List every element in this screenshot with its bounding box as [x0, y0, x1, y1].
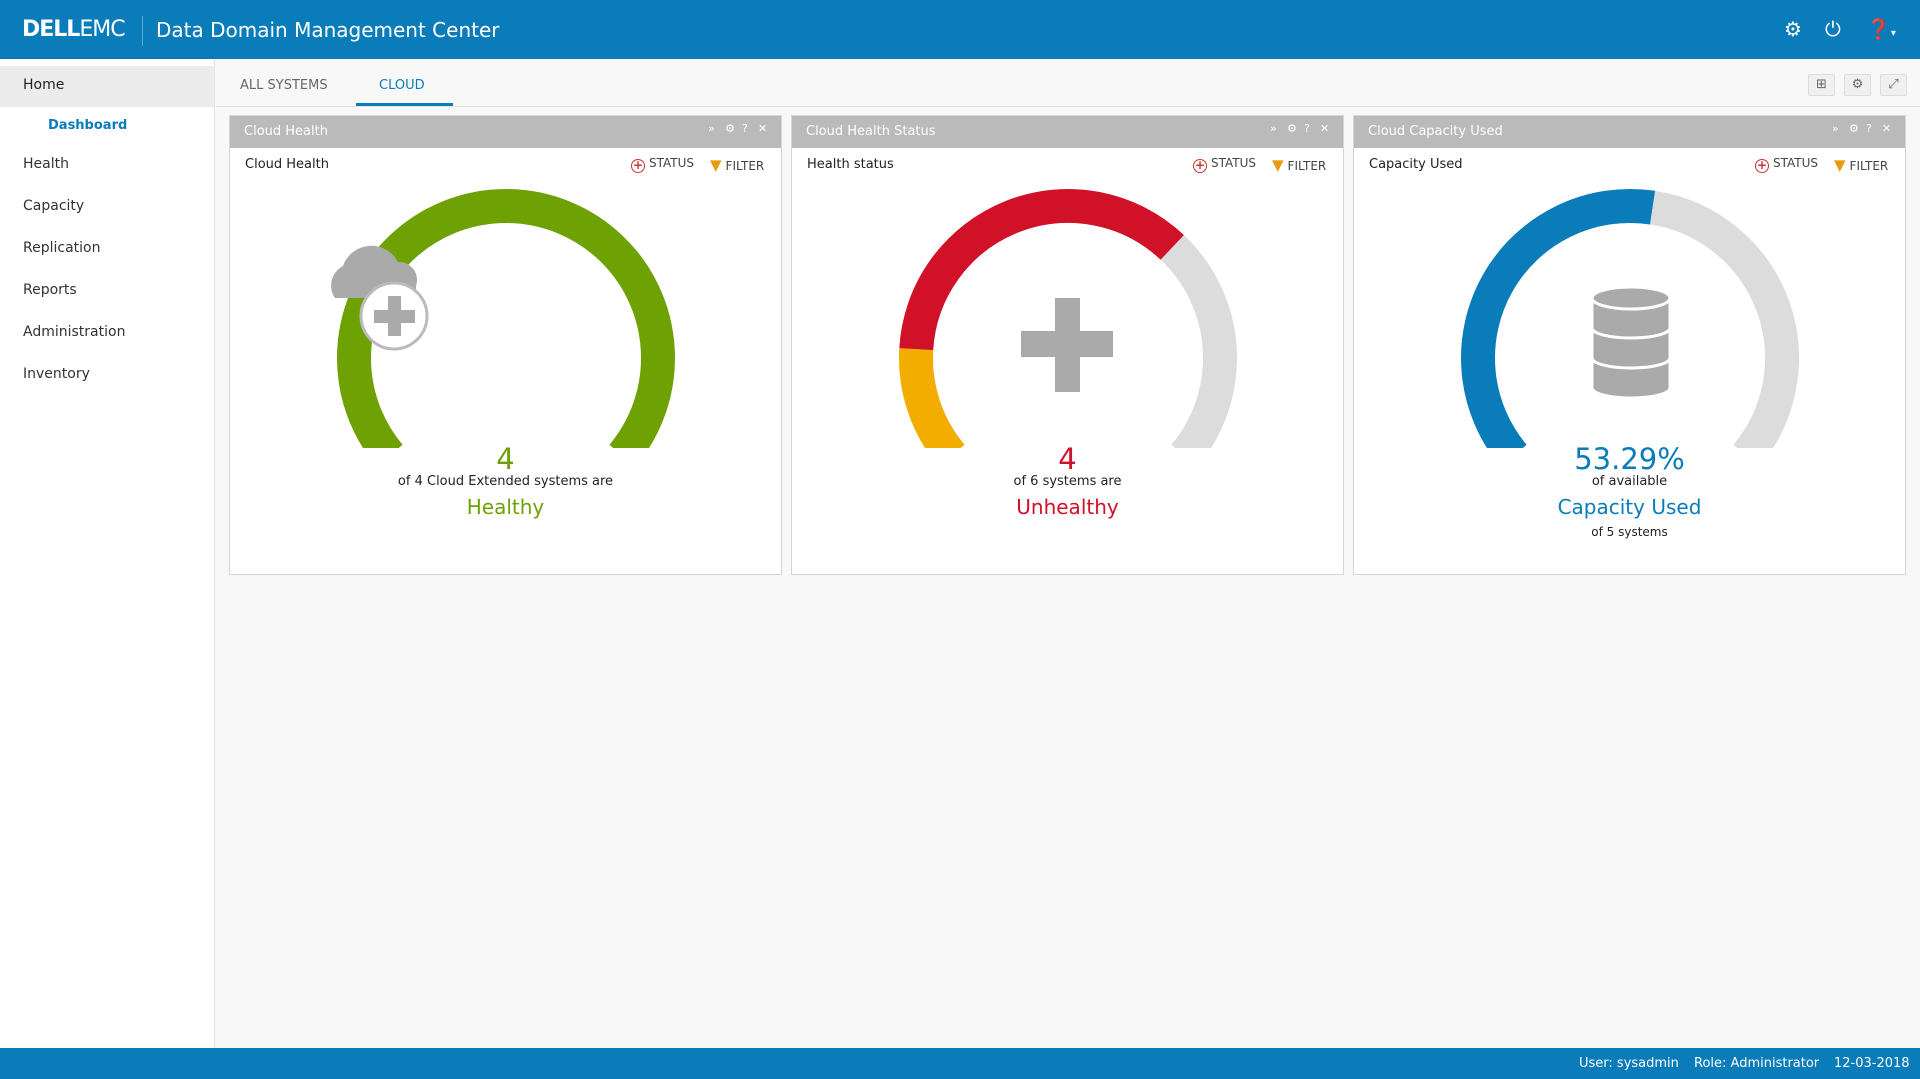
status-icon: + [631, 158, 645, 173]
tab-all-systems[interactable]: ALL SYSTEMS [240, 78, 328, 93]
close-icon[interactable]: ✕ [1882, 122, 1892, 135]
widget-header: Cloud Health Status » ⚙ ? ✕ [792, 116, 1343, 148]
sidebar-item-inventory[interactable]: Inventory [23, 366, 90, 382]
filter-button[interactable]: ▼ FILTER [1272, 156, 1327, 174]
filter-button[interactable]: ▼ FILTER [710, 156, 765, 174]
sidebar-item-administration[interactable]: Administration [23, 324, 126, 340]
sidebar-item-reports[interactable]: Reports [23, 282, 77, 298]
widget-cloud-health-status: Cloud Health Status » ⚙ ? ✕ Health statu… [791, 115, 1344, 575]
filter-icon: ▼ [1272, 156, 1284, 174]
filter-button[interactable]: ▼ FILTER [1834, 156, 1889, 174]
sidebar-item-capacity[interactable]: Capacity [23, 198, 85, 214]
gauge [1461, 189, 1799, 448]
widget-subtitle: Cloud Health [245, 157, 329, 172]
gauge-value: 4 [1058, 442, 1077, 476]
gauge-status: Capacity Used [1557, 495, 1702, 519]
gear-icon[interactable]: ⚙ [1849, 122, 1859, 135]
app-header: DELLEMC Data Domain Management Center ⚙ … [0, 0, 1920, 59]
gauge-segment-0 [899, 348, 965, 448]
gear-icon[interactable]: ⚙ [1784, 17, 1802, 41]
sidebar-item-home[interactable]: Home [0, 66, 214, 107]
user-label: User: sysadmin [1579, 1056, 1679, 1071]
gauge-status: Unhealthy [1016, 495, 1119, 519]
help-icon[interactable]: ❓▾ [1866, 17, 1896, 41]
gauge-caption: of 6 systems are [1013, 474, 1122, 489]
status-icon: + [1755, 158, 1769, 173]
widget-subtitle: Health status [807, 157, 894, 172]
add-widget-button[interactable]: ⊞ [1808, 74, 1835, 96]
gauge-segment-1 [899, 189, 1184, 351]
gauge-segment-1 [1649, 190, 1799, 448]
widget-cloud-capacity-used: Cloud Capacity Used » ⚙ ? ✕ Capacity Use… [1353, 115, 1906, 575]
gear-icon[interactable]: ⚙ [1287, 122, 1297, 135]
gauge-footnote: of 5 systems [1591, 525, 1668, 539]
settings-button[interactable]: ⚙ [1844, 74, 1871, 96]
widget-header: Cloud Health » ⚙ ? ✕ [230, 116, 781, 148]
collapse-icon[interactable]: » [708, 122, 715, 135]
role-label: Role: Administrator [1694, 1056, 1820, 1071]
widget-subtitle: Capacity Used [1369, 157, 1463, 172]
gauge-caption: of available [1591, 474, 1668, 489]
header-divider [142, 16, 143, 46]
gauge-status: Healthy [466, 495, 545, 519]
gauge-caption: of 4 Cloud Extended systems are [397, 474, 614, 489]
widget-header: Cloud Capacity Used » ⚙ ? ✕ [1354, 116, 1905, 148]
filter-icon: ▼ [710, 156, 722, 174]
gauge-value: 4 [496, 442, 515, 476]
date-label: 12-03-2018 [1834, 1056, 1910, 1071]
status-icon: + [1193, 158, 1207, 173]
close-icon[interactable]: ✕ [1320, 122, 1330, 135]
collapse-icon[interactable]: » [1270, 122, 1277, 135]
gauge [899, 189, 1237, 448]
filter-icon: ▼ [1834, 156, 1846, 174]
sidebar-item-dashboard[interactable]: Dashboard [48, 118, 128, 133]
gear-icon[interactable]: ⚙ [725, 122, 735, 135]
database-icon [1590, 285, 1672, 400]
sidebar-item-health[interactable]: Health [23, 156, 69, 172]
sidebar-item-replication[interactable]: Replication [23, 240, 101, 256]
widget-title: Cloud Capacity Used [1368, 124, 1503, 139]
help-icon[interactable]: ? [742, 122, 748, 135]
sidebar: Home Dashboard Health Capacity Replicati… [0, 59, 215, 1048]
cloud-health-icon [331, 245, 429, 351]
widget-title: Cloud Health [244, 124, 328, 139]
status-button[interactable]: + STATUS [631, 156, 695, 173]
close-icon[interactable]: ✕ [758, 122, 768, 135]
help-icon[interactable]: ? [1304, 122, 1310, 135]
tab-bar: ALL SYSTEMS CLOUD ⊞ ⚙ ⤢ [216, 59, 1920, 107]
dell-emc-logo: DELLEMC [22, 17, 126, 42]
gauge-segment-2 [1160, 235, 1237, 448]
fullscreen-button[interactable]: ⤢ [1880, 74, 1907, 96]
gauge [331, 189, 675, 448]
gauge-value: 53.29% [1574, 442, 1685, 476]
power-icon[interactable]: ⏻ [1825, 17, 1841, 41]
widget-title: Cloud Health Status [806, 124, 936, 139]
status-button[interactable]: + STATUS [1755, 156, 1819, 173]
gauge-segment-0 [1461, 189, 1656, 448]
tab-cloud[interactable]: CLOUD [379, 78, 425, 93]
collapse-icon[interactable]: » [1832, 122, 1839, 135]
help-icon[interactable]: ? [1866, 122, 1872, 135]
status-button[interactable]: + STATUS [1193, 156, 1257, 173]
gauge-segment-0 [337, 189, 675, 448]
status-bar: User: sysadmin Role: Administrator 12-03… [0, 1048, 1920, 1079]
widget-cloud-health: Cloud Health » ⚙ ? ✕ Cloud Health + STATU… [229, 115, 782, 575]
active-tab-indicator [356, 103, 453, 106]
app-title: Data Domain Management Center [156, 18, 500, 42]
plus-icon [1021, 298, 1113, 392]
